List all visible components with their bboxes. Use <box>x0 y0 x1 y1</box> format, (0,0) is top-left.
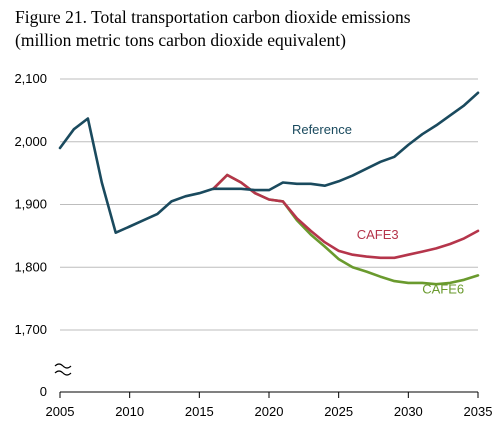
x-tick-label: 2010 <box>115 404 144 419</box>
y-tick-label: 1,700 <box>14 322 47 337</box>
x-tick-label: 2025 <box>324 404 353 419</box>
x-axis-ticks: 2005 2010 2015 2020 2025 2030 2035 <box>46 392 493 419</box>
chart-title-line-1: Figure 21. Total transportation carbon d… <box>15 7 411 27</box>
y-tick-label: 2,000 <box>14 134 47 149</box>
x-tick-label: 2030 <box>394 404 423 419</box>
chart-title-line-2: (million metric tons carbon dioxide equi… <box>15 30 346 50</box>
x-tick-label: 2020 <box>255 404 284 419</box>
y-axis-tick-labels: 2,100 2,000 1,900 1,800 1,700 0 <box>14 71 47 399</box>
y-tick-label: 2,100 <box>14 71 47 86</box>
chart-title: Figure 21. Total transportation carbon d… <box>15 6 495 52</box>
x-tick-label: 2005 <box>46 404 75 419</box>
series-labels: Reference CAFE3 CAFE6 <box>292 122 464 296</box>
axis-break-icon <box>54 363 72 376</box>
series-label-cafe3: CAFE3 <box>357 227 399 242</box>
y-tick-label-zero: 0 <box>40 384 47 399</box>
gridlines <box>60 78 478 331</box>
series-label-cafe6: CAFE6 <box>422 282 464 297</box>
series-label-reference: Reference <box>292 122 352 137</box>
series-lines <box>58 91 480 286</box>
y-tick-label: 1,900 <box>14 197 47 212</box>
x-tick-label: 2015 <box>185 404 214 419</box>
series-line-reference <box>58 91 480 234</box>
series-line-cafe3 <box>212 173 480 260</box>
y-tick-label: 1,800 <box>14 259 47 274</box>
x-tick-label: 2035 <box>464 404 493 419</box>
